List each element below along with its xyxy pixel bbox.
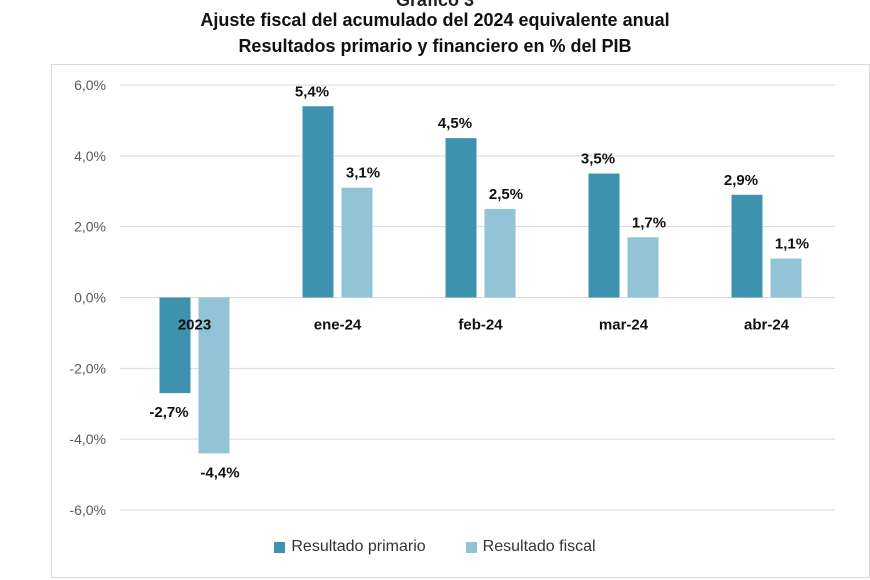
bar-primary: [159, 297, 191, 394]
y-tick-label: 4,0%: [74, 148, 106, 164]
legend-label-fiscal: Resultado fiscal: [482, 538, 596, 555]
bar-fiscal: [341, 187, 373, 298]
chart-subtitle: Resultados primario y financiero en % de…: [238, 36, 632, 56]
data-label: -4,4%: [200, 464, 239, 481]
legend: Resultado primario Resultado fiscal: [0, 538, 870, 556]
bar-fiscal: [484, 208, 516, 298]
data-label: 3,1%: [346, 165, 380, 182]
bar-primary: [731, 194, 763, 298]
legend-swatch-primary: [274, 541, 286, 553]
legend-label-primary: Resultado primario: [291, 538, 426, 555]
data-label: 2,5%: [489, 186, 523, 203]
bar-primary: [302, 106, 334, 298]
data-label: 4,5%: [438, 115, 472, 132]
y-tick-label: -6,0%: [69, 502, 106, 518]
bar-primary: [445, 138, 477, 298]
legend-item-fiscal: Resultado fiscal: [465, 538, 596, 556]
data-label: -2,7%: [149, 404, 188, 421]
data-label: 1,7%: [632, 214, 666, 231]
bar-primary: [588, 173, 620, 298]
bar-fiscal: [198, 297, 230, 454]
bar-fiscal: [770, 258, 802, 298]
cut-off-caption: Gráfico 3: [395, 0, 475, 10]
chart-title: Ajuste fiscal del acumulado del 2024 equ…: [200, 10, 670, 30]
x-tick-label: ene-24: [314, 317, 362, 334]
data-label: 2,9%: [724, 172, 758, 189]
x-tick-label: mar-24: [599, 317, 649, 334]
x-tick-label: abr-24: [744, 317, 790, 334]
legend-item-primary: Resultado primario: [274, 538, 426, 556]
bar-fiscal: [627, 237, 659, 298]
legend-swatch-fiscal: [465, 541, 477, 553]
x-tick-label: feb-24: [458, 317, 503, 334]
y-tick-label: -2,0%: [69, 360, 106, 376]
data-label: 1,1%: [775, 236, 809, 253]
x-tick-label: 2023: [178, 317, 211, 334]
data-label: 3,5%: [581, 151, 615, 168]
y-tick-label: 6,0%: [74, 77, 106, 93]
y-tick-label: -4,0%: [69, 431, 106, 447]
y-tick-label: 2,0%: [74, 219, 106, 235]
data-label: 5,4%: [295, 83, 329, 100]
y-tick-label: 0,0%: [74, 290, 106, 306]
